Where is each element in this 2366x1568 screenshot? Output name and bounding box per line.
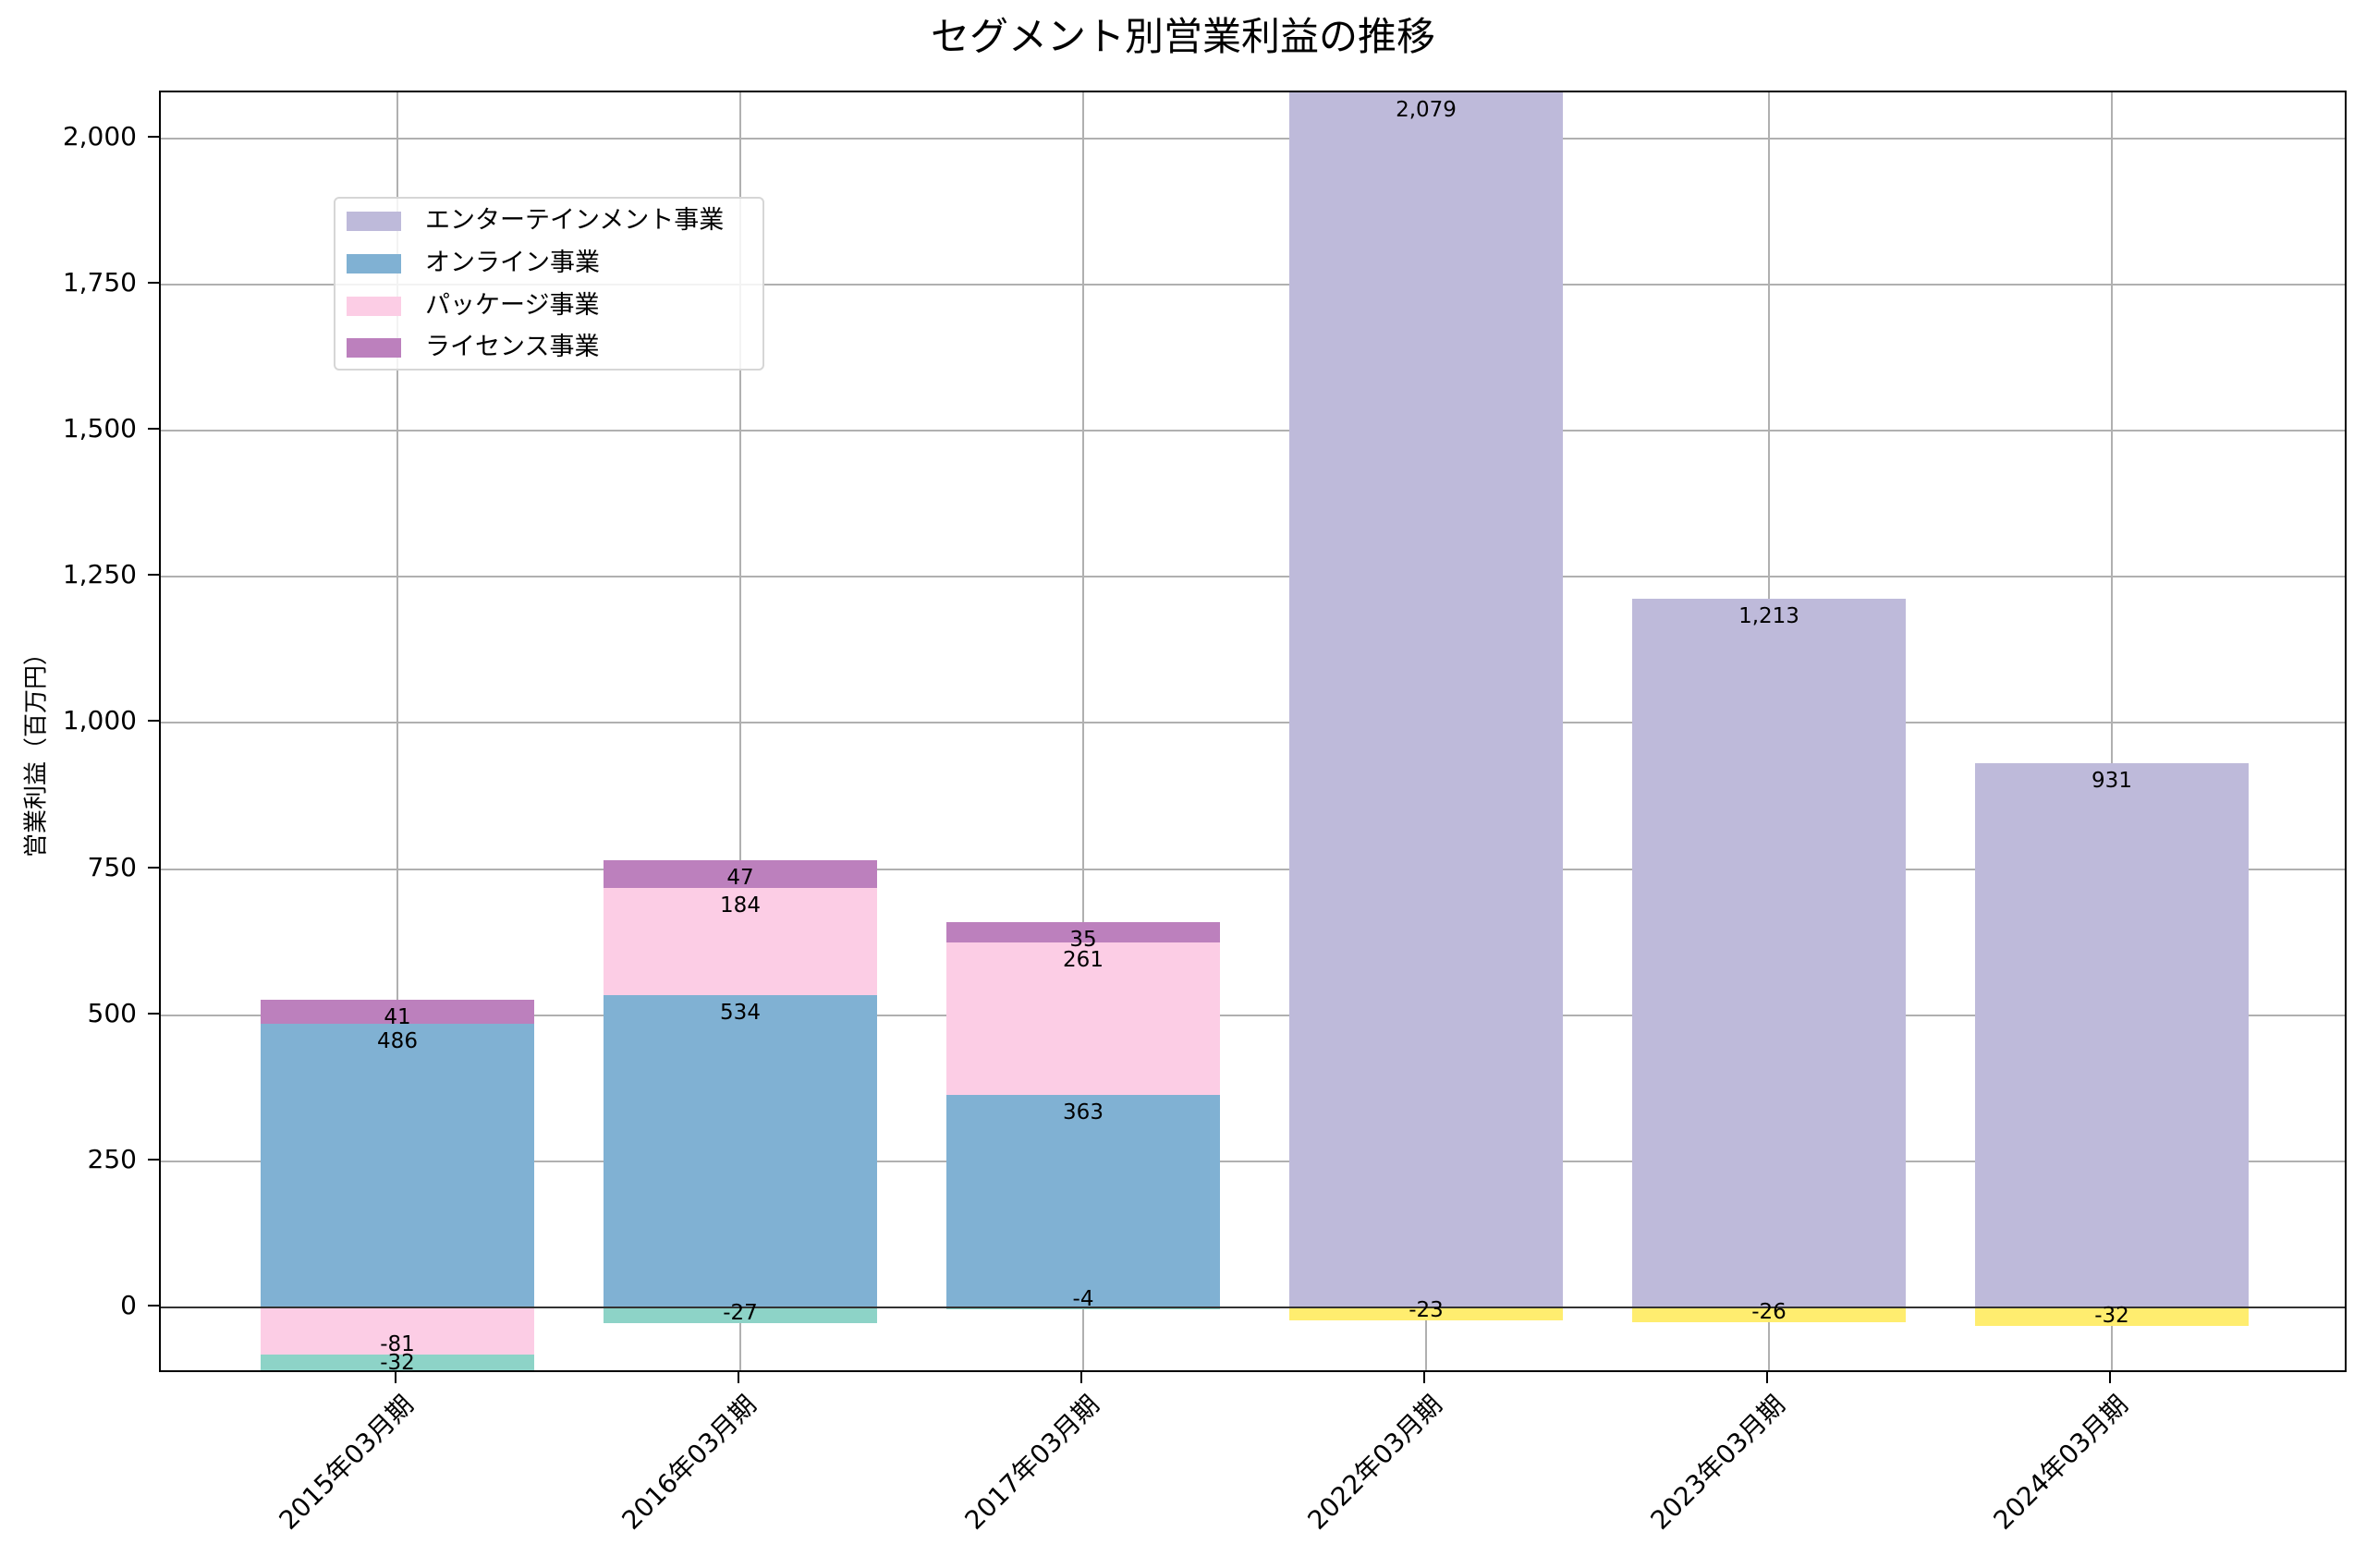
data-label: -23 [1409,1298,1444,1323]
data-label: 35 [1069,928,1097,953]
gridline-horizontal [161,430,2345,432]
y-tick-label: 1,500 [62,413,137,444]
y-tick-mark [148,1012,159,1015]
data-label: 534 [720,1001,761,1026]
y-tick-mark [148,428,159,431]
gridline-horizontal [161,1014,2345,1016]
y-tick-label: 1,750 [62,267,137,298]
gridline-horizontal [161,1160,2345,1162]
bar-segment [261,1307,534,1355]
legend-label: パッケージ事業 [425,291,600,320]
y-tick-label: 500 [87,997,137,1028]
x-tick-label: 2022年03月期 [1301,1389,1448,1536]
y-tick-label: 2,000 [62,120,137,152]
bar-segment [946,1095,1220,1307]
legend-swatch [347,337,401,358]
y-tick-mark [148,1304,159,1307]
x-tick-label: 2017年03月期 [958,1389,1105,1536]
legend-swatch [347,253,401,273]
y-tick-mark [148,720,159,723]
legend-label: オンライン事業 [425,249,600,277]
data-label: -27 [723,1300,758,1325]
y-tick-mark [148,282,159,285]
gridline-vertical [739,92,741,1370]
gridline-vertical [396,92,398,1370]
legend-item-online: オンライン事業 [347,249,600,277]
x-tick-mark [1080,1372,1082,1383]
data-label: -26 [1751,1300,1787,1325]
gridline-vertical [2111,92,2113,1370]
gridline-horizontal [161,576,2345,578]
bar-segment [1975,1307,2249,1327]
data-label: 2,079 [1396,98,1457,122]
bar-segment [1632,598,1906,1307]
data-label: 931 [2092,769,2132,794]
x-tick-mark [395,1372,396,1383]
y-tick-mark [148,1158,159,1161]
x-tick-label: 2015年03月期 [273,1389,420,1536]
x-tick-label: 2016年03月期 [616,1389,762,1536]
y-tick-label: 250 [87,1143,137,1174]
data-label: -32 [380,1351,415,1372]
legend-item-entertainment: エンターテインメント事業 [347,207,724,235]
legend: エンターテインメント事業 オンライン事業 パッケージ事業 ライセンス事業 [334,197,764,371]
data-label: -4 [1072,1287,1094,1312]
data-label: -32 [2094,1304,2129,1329]
x-tick-mark [2109,1372,2111,1383]
y-tick-label: 750 [87,851,137,882]
legend-swatch [347,211,401,231]
y-tick-mark [148,135,159,138]
plot-area: 2,079 1,213 931 486 534 363 -81 184 261 41 47 35 -32… [159,91,2347,1372]
y-tick-mark [148,574,159,577]
bar-segment [604,995,877,1307]
bar-segment [1289,1307,1563,1321]
y-axis-label: 営業利益（百万円） [22,640,51,858]
bar-segment [261,1355,534,1370]
gridline-horizontal [161,137,2345,140]
bar-segment [946,922,1220,943]
y-tick-label: 1,000 [62,705,137,736]
data-label: -81 [380,1332,415,1357]
bar-segment [946,942,1220,1096]
y-tick-label: 0 [120,1289,137,1320]
chart-title: セグメント別営業利益の推移 [930,14,1435,59]
data-label: 47 [726,866,754,891]
bar-segment [1632,1307,1906,1323]
data-label: 363 [1063,1100,1104,1125]
zero-line [161,1306,2345,1308]
bar-segment [1289,92,1563,1307]
data-label: 41 [384,1004,411,1029]
data-label: 261 [1063,948,1104,973]
bar-segment [946,1307,1220,1310]
bar-segment [604,1307,877,1323]
x-tick-mark [1423,1372,1425,1383]
x-tick-mark [738,1372,739,1383]
y-tick-label: 1,250 [62,559,137,590]
data-label: 1,213 [1738,603,1799,628]
bar-segment [261,1023,534,1307]
bar-segment [1975,763,2249,1307]
gridline-vertical [1082,92,1084,1370]
x-tick-label: 2024年03月期 [1987,1389,2134,1536]
bar-segment [261,999,534,1024]
gridline-horizontal [161,284,2345,286]
x-tick-label: 2023年03月期 [1644,1389,1791,1536]
legend-item-license: ライセンス事業 [347,334,599,361]
x-tick-mark [1766,1372,1768,1383]
bar-segment [604,860,877,888]
data-label: 486 [377,1028,418,1053]
data-label: 184 [720,893,761,918]
legend-swatch [347,296,401,316]
gridline-horizontal [161,722,2345,724]
gridline-horizontal [161,868,2345,870]
legend-item-package: パッケージ事業 [347,292,599,320]
bar-segment [604,887,877,996]
legend-label: エンターテインメント事業 [425,206,725,235]
y-tick-mark [148,866,159,869]
legend-label: ライセンス事業 [425,333,600,361]
